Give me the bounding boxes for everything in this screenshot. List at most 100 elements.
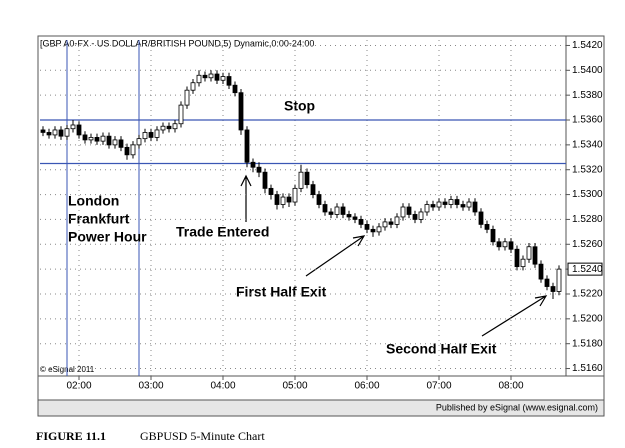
candle-body bbox=[220, 76, 226, 81]
y-tick-label: 1.5280 bbox=[572, 214, 603, 225]
candle-body bbox=[406, 206, 412, 215]
y-tick-label: 1.5400 bbox=[572, 65, 603, 76]
x-tick-label: 06:00 bbox=[354, 381, 379, 392]
y-tick-label: 1.5360 bbox=[572, 115, 603, 126]
candle-body bbox=[172, 123, 178, 130]
annotation: London bbox=[68, 193, 119, 209]
candle-body bbox=[46, 132, 52, 136]
candle-body bbox=[160, 125, 166, 131]
candle-body bbox=[520, 258, 526, 268]
candle-body bbox=[304, 171, 310, 186]
candle-body bbox=[310, 184, 316, 195]
candle-body bbox=[286, 196, 292, 203]
candle-body bbox=[184, 89, 190, 106]
caption: GBPUSD 5-Minute Chart bbox=[140, 429, 265, 443]
candle-body bbox=[232, 84, 238, 94]
candle-body bbox=[478, 211, 484, 225]
candle-body bbox=[280, 196, 286, 205]
candle-body bbox=[334, 206, 340, 215]
frame bbox=[37, 35, 605, 417]
candle-body bbox=[394, 216, 400, 225]
candle-body bbox=[274, 194, 280, 205]
candle-body bbox=[202, 74, 208, 79]
candle-body bbox=[466, 201, 472, 208]
candle-body bbox=[322, 204, 328, 213]
candle-body bbox=[178, 104, 184, 125]
candle-body bbox=[40, 129, 46, 133]
candle-body bbox=[502, 241, 508, 248]
x-tick-label: 04:00 bbox=[210, 381, 235, 392]
candle-body bbox=[298, 171, 304, 189]
candle-body bbox=[268, 187, 274, 195]
candle-body bbox=[364, 223, 370, 230]
candle-body bbox=[94, 137, 100, 142]
last-price-box bbox=[567, 262, 603, 276]
y-tick-label: 1.5200 bbox=[572, 313, 603, 324]
candle-body bbox=[400, 206, 406, 218]
candle-body bbox=[250, 161, 256, 168]
candle-body bbox=[538, 263, 544, 280]
candle-body bbox=[460, 204, 466, 208]
candle-body bbox=[508, 241, 514, 250]
candle-body bbox=[418, 211, 424, 220]
y-tick-label: 1.5160 bbox=[572, 363, 603, 374]
candle-body bbox=[208, 73, 214, 79]
y-tick-label: 1.5180 bbox=[572, 338, 603, 349]
candle-body bbox=[58, 129, 64, 137]
caption-label: FIGURE 11.1 bbox=[36, 429, 106, 443]
footer: Published by eSignal (www.esignal.com) bbox=[436, 402, 598, 412]
candle-body bbox=[130, 144, 136, 156]
candle-body bbox=[340, 206, 346, 215]
annotation: Stop bbox=[284, 98, 315, 114]
candle-body bbox=[154, 129, 160, 138]
candle-body bbox=[532, 246, 538, 265]
candle-body bbox=[448, 199, 454, 205]
candle-body bbox=[82, 134, 88, 141]
arrow bbox=[240, 174, 252, 222]
candle-body bbox=[388, 221, 394, 225]
candle-body bbox=[346, 214, 352, 218]
candle-body bbox=[544, 278, 550, 287]
candle-body bbox=[292, 187, 298, 203]
candle-body bbox=[376, 226, 382, 233]
candle-body bbox=[238, 92, 244, 131]
candle-body bbox=[490, 228, 496, 243]
candle-body bbox=[244, 129, 250, 163]
x-tick-label: 08:00 bbox=[498, 381, 523, 392]
candle-body bbox=[424, 204, 430, 213]
candle-body bbox=[370, 228, 376, 233]
y-tick-label: 1.5420 bbox=[572, 40, 603, 51]
candle-body bbox=[550, 286, 556, 292]
candle-body bbox=[472, 201, 478, 213]
x-tick-label: 05:00 bbox=[282, 381, 307, 392]
candle-body bbox=[226, 76, 232, 86]
candle-body bbox=[328, 211, 334, 215]
candle-body bbox=[136, 138, 142, 146]
candle-body bbox=[124, 146, 130, 156]
candle-body bbox=[262, 171, 268, 189]
candle-body bbox=[454, 199, 460, 205]
annotation: Frankfurt bbox=[68, 211, 130, 227]
candle-body bbox=[358, 219, 364, 225]
candle-body bbox=[148, 132, 154, 138]
x-tick-label: 07:00 bbox=[426, 381, 451, 392]
candle-body bbox=[496, 241, 502, 248]
y-tick-label: 1.5340 bbox=[572, 140, 603, 151]
candle-body bbox=[112, 139, 118, 146]
x-tick-label: 03:00 bbox=[138, 381, 163, 392]
candle-body bbox=[64, 128, 70, 137]
candle-body bbox=[52, 129, 58, 136]
annotation: Second Half Exit bbox=[386, 341, 497, 357]
candle-body bbox=[142, 132, 148, 140]
candle-body bbox=[88, 137, 94, 141]
y-tick-label: 1.5320 bbox=[572, 164, 603, 175]
chart-title: [GBP A0-FX - US DOLLAR/BRITISH POUND,5) … bbox=[40, 38, 314, 48]
annotation: Power Hour bbox=[68, 229, 147, 245]
x-tick-label: 02:00 bbox=[66, 381, 91, 392]
candle-body bbox=[196, 74, 202, 84]
candle-body bbox=[70, 124, 76, 130]
candle-body bbox=[526, 246, 532, 260]
candle-body bbox=[352, 216, 358, 220]
candle-body bbox=[556, 268, 562, 292]
